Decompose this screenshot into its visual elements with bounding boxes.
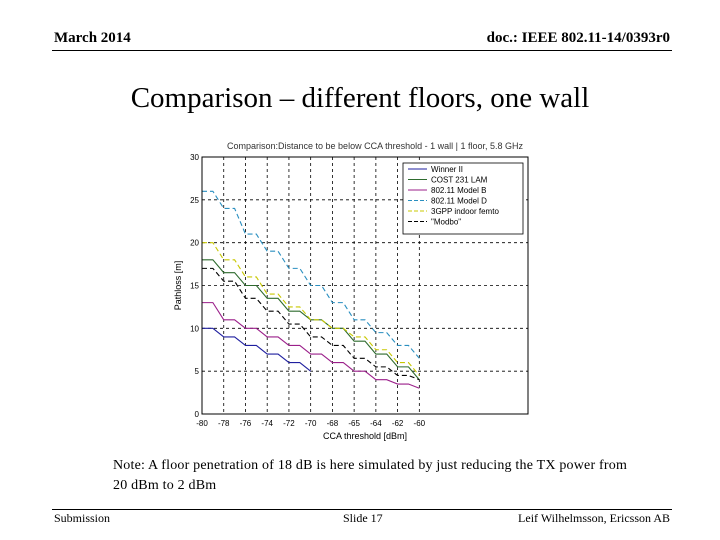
x-tick-label: -60 [414,419,426,428]
chart-ticks: -80 -78 -76 -74 -72 -70 -68 -65 -64 -62 -60 0 5 10 15 2… [190,153,426,428]
legend-label: COST 231 LAM [431,176,488,185]
legend-box [402,162,524,235]
legend-label: 802.11 Model D [431,197,487,206]
chart-series [202,190,420,389]
series-line-2 [202,302,420,389]
series-line-3 [202,190,420,359]
legend-label: 3GPP indoor femto [431,207,499,216]
footer-submission: Submission [54,511,111,525]
y-tick-label: 5 [195,367,200,376]
y-axis-label: Pathloss [m] [173,261,183,311]
x-tick-label: -70 [305,419,317,428]
x-tick-label: -62 [392,419,404,428]
y-tick-label: 0 [195,410,200,419]
plot-frame [201,156,529,415]
header-date: March 2014 [54,30,131,46]
legend-label: 802.11 Model B [431,186,486,195]
x-axis-label: CCA threshold [dBm] [323,431,407,441]
chart-title: Comparison:Distance to be below CCA thre… [227,141,523,151]
x-tick-label: -72 [283,419,295,428]
footer-slide-number: Slide 17 [343,511,383,525]
series-line-5 [202,267,420,381]
slide-title: Comparison – different floors, one wall [130,82,590,114]
legend-label: "Modbo" [431,218,461,227]
y-tick-label: 30 [190,153,199,162]
x-tick-label: -74 [261,419,273,428]
header-doc-id: doc.: IEEE 802.11-14/0393r0 [486,30,670,46]
y-tick-label: 20 [190,239,199,248]
x-tick-label: -68 [327,419,339,428]
series-line-0 [202,327,312,372]
x-tick-label: -78 [218,419,230,428]
footer-divider [52,509,672,510]
x-tick-label: -64 [370,419,382,428]
x-tick-label: -80 [196,419,208,428]
footer-author: Leif Wilhelmsson, Ericsson AB [518,511,670,525]
y-tick-label: 25 [190,196,199,205]
y-tick-label: 15 [190,282,199,291]
x-tick-label: -65 [348,419,360,428]
pathloss-chart: Comparison:Distance to be below CCA thre… [173,141,529,441]
note-text: Note: A floor penetration of 18 dB is he… [113,458,628,493]
header-divider [52,50,672,51]
legend-label: Winner II [431,165,463,174]
x-tick-label: -76 [240,419,252,428]
series-line-4 [202,242,420,376]
y-tick-label: 10 [190,324,199,333]
